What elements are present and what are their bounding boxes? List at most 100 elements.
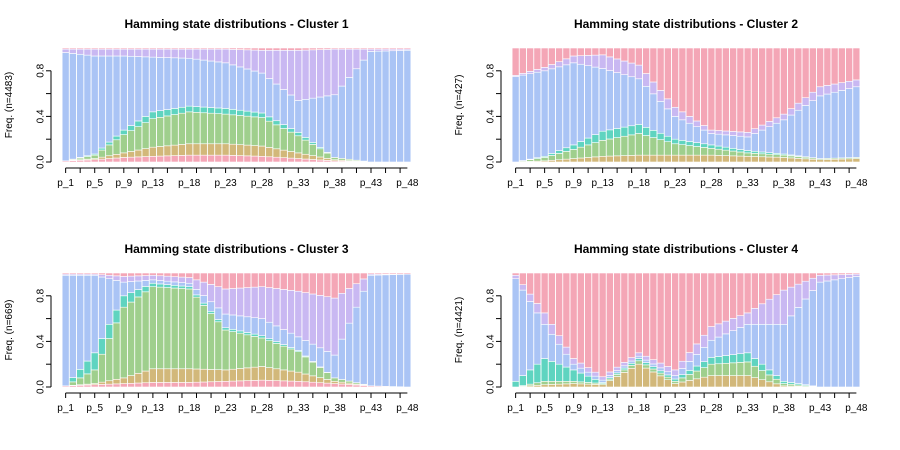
bar-segment (569, 149, 578, 159)
bar-segment (562, 147, 571, 152)
bar-segment (700, 376, 708, 388)
bar-segment (584, 272, 592, 368)
bar-segment (396, 272, 404, 275)
bar-segment (214, 143, 223, 156)
bar-segment (98, 338, 106, 355)
bar-segment (852, 47, 861, 81)
bar-segment (714, 145, 723, 150)
bar-segment (236, 380, 244, 388)
x-tick-label: p_38 (773, 178, 796, 189)
bar-segment (664, 141, 672, 156)
bar-segment (265, 47, 274, 51)
x-tick-label: p_5 (536, 178, 553, 189)
bar-segment (236, 115, 244, 145)
x-tick-label: p_43 (360, 403, 383, 414)
bar-segment (729, 135, 737, 149)
bar-segment (185, 382, 194, 388)
bar-segment (127, 292, 135, 303)
bar-segment (359, 272, 368, 280)
bar-segment (403, 273, 412, 388)
bar-segment (316, 96, 324, 148)
bar-segment (83, 156, 92, 160)
bar-segment (685, 370, 694, 375)
bar-segment (345, 380, 353, 384)
bar-segment (156, 382, 164, 388)
bar-segment (751, 153, 759, 157)
bar-segment (809, 100, 817, 158)
bar-segment (178, 57, 186, 108)
bar-segment (323, 47, 332, 50)
bar-segment (236, 144, 244, 156)
x-tick-label: p_1 (507, 403, 524, 414)
bar-segment (69, 377, 77, 383)
bar-segment (584, 375, 592, 383)
bar-segment (700, 143, 708, 148)
bar-segment (606, 272, 614, 373)
bar-segment (389, 50, 397, 163)
bar-segment (743, 150, 752, 154)
bar-segment (149, 48, 157, 58)
bar-segment (664, 379, 672, 388)
bar-segment (134, 296, 143, 374)
bar-segment (830, 279, 839, 388)
bar-segment (838, 274, 846, 280)
bar-segment (120, 272, 128, 277)
bar-segment (656, 139, 665, 156)
bar-segment (642, 359, 650, 363)
bar-segment (221, 327, 230, 331)
chart-panel-3: Hamming state distributions - Cluster 3 F… (4, 242, 419, 414)
bar-segment (635, 124, 643, 134)
bar-segment (352, 68, 361, 161)
bar-segment (345, 47, 353, 50)
bar-segment (787, 272, 795, 288)
bar-segment (149, 286, 157, 370)
bar-segment (635, 78, 643, 125)
bar-segment (794, 272, 803, 285)
bar-segment (374, 274, 383, 387)
bar-segment (656, 272, 665, 364)
bar-segment (98, 156, 106, 160)
bar-segment (540, 47, 549, 68)
bar-segment (801, 105, 810, 158)
bar-segment (722, 149, 730, 156)
bar-segment (309, 49, 317, 99)
bar-segment (548, 68, 556, 154)
bar-segment (664, 108, 672, 137)
y-tick-label: 0.4 (36, 109, 47, 123)
x-tick-label: p_5 (536, 403, 553, 414)
bar-segment (134, 382, 143, 388)
bar-segment (83, 47, 92, 50)
bar-segment (309, 97, 317, 143)
bar-segment (649, 368, 658, 373)
bar-segment (772, 272, 781, 295)
bar-segment (258, 366, 266, 381)
bar-segment (772, 154, 781, 158)
bar-segment (620, 155, 629, 163)
bar-segment (236, 109, 244, 116)
bar-segment (221, 48, 230, 64)
bar-segment (606, 56, 614, 71)
bar-segment (301, 49, 310, 100)
bar-segment (243, 272, 252, 288)
bar-segment (265, 367, 274, 381)
bar-segment (722, 362, 730, 376)
x-tick-label: p_18 (178, 178, 201, 189)
bar-segment (780, 323, 788, 382)
bar-segment (127, 55, 135, 126)
bar-segment (555, 150, 563, 154)
bar-segment (548, 64, 556, 70)
bar-segment (127, 272, 135, 277)
bar-segment (149, 274, 157, 281)
bar-segment (656, 101, 665, 134)
bar-segment (170, 47, 179, 50)
bar-segment (722, 272, 730, 322)
bar-segment (359, 47, 368, 50)
bar-segment (105, 55, 114, 143)
bar-segment (272, 120, 281, 126)
bar-segment (309, 155, 317, 160)
bar-segment (772, 383, 781, 388)
y-tick-label: 0.0 (486, 380, 497, 394)
bar-segment (170, 272, 179, 277)
bar-segment (207, 47, 215, 50)
bar-segment (838, 82, 846, 91)
